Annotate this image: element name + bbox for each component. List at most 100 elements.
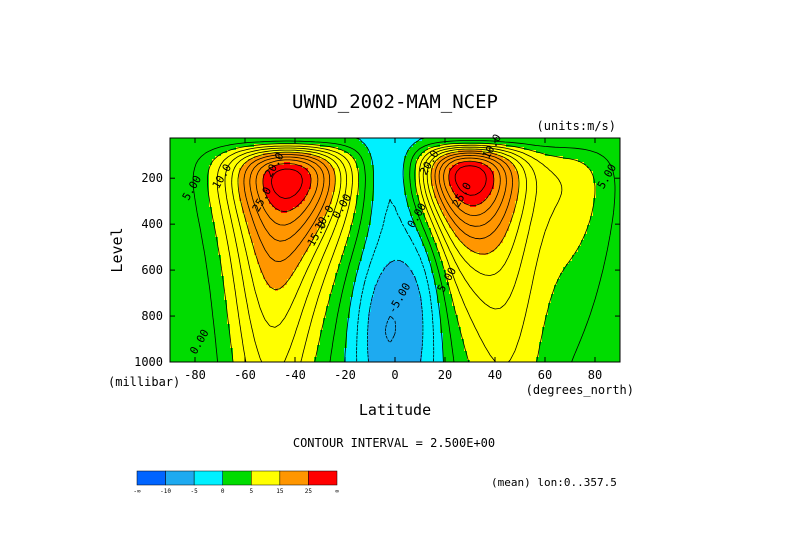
field-cell bbox=[362, 357, 366, 361]
field-cell bbox=[311, 264, 315, 268]
field-cell bbox=[335, 204, 339, 208]
field-cell bbox=[179, 246, 183, 250]
field-cell bbox=[260, 201, 264, 205]
field-cell bbox=[317, 258, 321, 262]
field-cell bbox=[194, 357, 198, 361]
field-cell bbox=[311, 354, 315, 358]
field-cell bbox=[260, 318, 264, 322]
field-cell bbox=[311, 213, 315, 217]
field-cell bbox=[191, 192, 195, 196]
field-cell bbox=[332, 345, 336, 349]
field-cell bbox=[332, 351, 336, 355]
field-cell bbox=[338, 222, 342, 226]
field-cell bbox=[350, 318, 354, 322]
field-cell bbox=[284, 147, 288, 151]
field-cell bbox=[197, 282, 201, 286]
field-cell bbox=[290, 270, 294, 274]
field-cell bbox=[332, 183, 336, 187]
field-cell bbox=[200, 300, 204, 304]
field-cell bbox=[239, 351, 243, 355]
field-cell bbox=[260, 300, 264, 304]
field-cell bbox=[227, 297, 231, 301]
field-cell bbox=[323, 267, 327, 271]
field-cell bbox=[329, 261, 333, 265]
field-cell bbox=[170, 351, 174, 355]
field-cell bbox=[338, 267, 342, 271]
field-cell bbox=[332, 267, 336, 271]
field-cell bbox=[254, 177, 258, 181]
field-cell bbox=[248, 333, 252, 337]
field-cell bbox=[170, 345, 174, 349]
field-cell bbox=[356, 261, 360, 265]
field-cell bbox=[320, 171, 324, 175]
field-cell bbox=[281, 360, 285, 362]
field-cell bbox=[209, 192, 213, 196]
field-cell bbox=[314, 180, 318, 184]
field-cell bbox=[323, 285, 327, 289]
field-cell bbox=[233, 195, 237, 199]
field-cell bbox=[176, 312, 180, 316]
field-cell bbox=[347, 255, 351, 259]
field-cell bbox=[188, 273, 192, 277]
field-cell bbox=[197, 234, 201, 238]
field-cell bbox=[359, 315, 363, 319]
field-cell bbox=[332, 222, 336, 226]
field-cell bbox=[215, 183, 219, 187]
field-cell bbox=[239, 183, 243, 187]
field-cell bbox=[239, 345, 243, 349]
field-cell bbox=[290, 192, 294, 196]
field-cell bbox=[182, 228, 186, 232]
field-cell bbox=[185, 234, 189, 238]
field-cell bbox=[269, 303, 273, 307]
field-cell bbox=[362, 258, 366, 262]
field-cell bbox=[239, 309, 243, 313]
field-cell bbox=[311, 177, 315, 181]
field-cell bbox=[314, 288, 318, 292]
field-cell bbox=[305, 261, 309, 265]
field-cell bbox=[203, 336, 207, 340]
field-cell bbox=[284, 267, 288, 271]
field-cell bbox=[254, 264, 258, 268]
field-cell bbox=[284, 237, 288, 241]
field-cell bbox=[206, 195, 210, 199]
field-cell bbox=[176, 177, 180, 181]
field-cell bbox=[200, 327, 204, 331]
field-cell bbox=[359, 189, 363, 193]
field-cell bbox=[305, 216, 309, 220]
field-cell bbox=[308, 168, 312, 172]
field-cell bbox=[302, 207, 306, 211]
field-cell bbox=[269, 282, 273, 286]
field-cell bbox=[278, 147, 282, 151]
field-cell bbox=[182, 240, 186, 244]
field-cell bbox=[197, 168, 201, 172]
field-cell bbox=[230, 213, 234, 217]
field-cell bbox=[170, 261, 174, 265]
field-cell bbox=[320, 246, 324, 250]
field-cell bbox=[227, 195, 231, 199]
field-cell bbox=[230, 258, 234, 262]
field-cell bbox=[227, 201, 231, 205]
field-cell bbox=[350, 309, 354, 313]
field-cell bbox=[314, 219, 318, 223]
field-cell bbox=[182, 156, 186, 160]
field-cell bbox=[230, 243, 234, 247]
field-cell bbox=[269, 204, 273, 208]
field-cell bbox=[320, 309, 324, 313]
field-cell bbox=[335, 303, 339, 307]
field-cell bbox=[341, 183, 345, 187]
field-cell bbox=[332, 324, 336, 328]
field-cell bbox=[248, 354, 252, 358]
field-cell bbox=[266, 156, 270, 160]
field-cell bbox=[302, 228, 306, 232]
field-cell bbox=[320, 324, 324, 328]
field-cell bbox=[233, 348, 237, 352]
field-cell bbox=[182, 321, 186, 325]
field-cell bbox=[191, 306, 195, 310]
field-cell bbox=[317, 354, 321, 358]
field-cell bbox=[254, 312, 258, 316]
field-cell bbox=[347, 177, 351, 181]
field-cell bbox=[188, 234, 192, 238]
field-cell bbox=[311, 189, 315, 193]
field-cell bbox=[329, 306, 333, 310]
field-cell bbox=[236, 174, 240, 178]
